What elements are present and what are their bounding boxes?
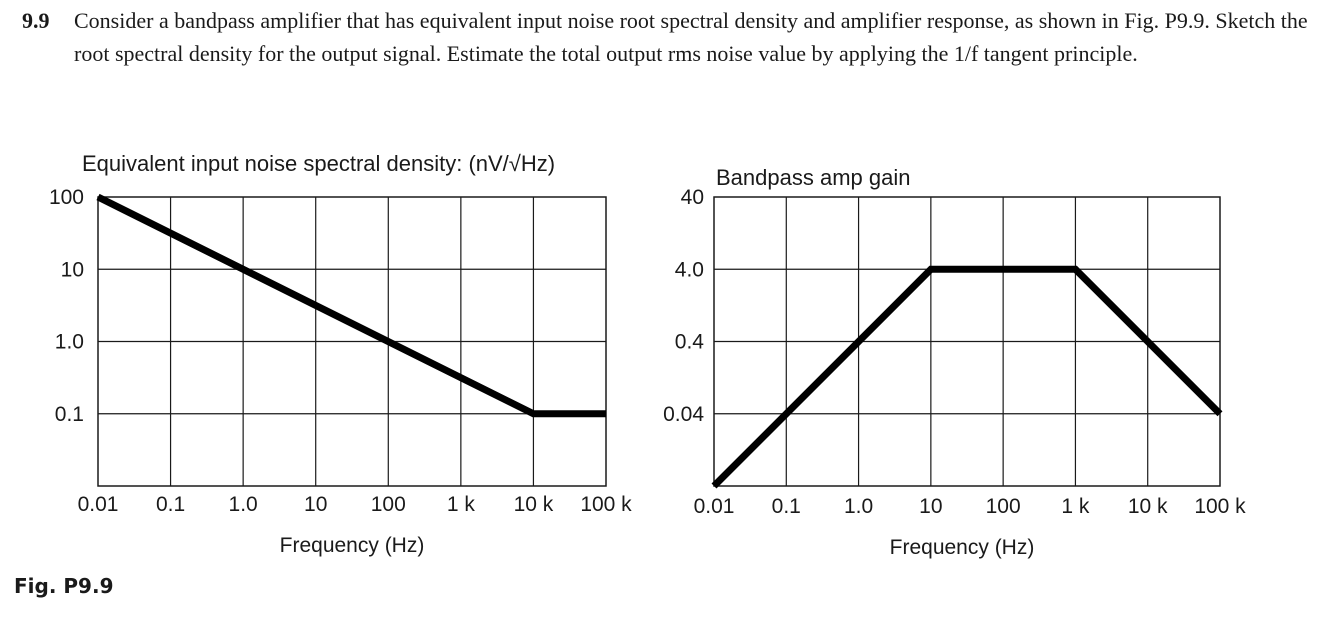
problem-text: Consider a bandpass amplifier that has e… (74, 8, 1308, 66)
series-line (96, 193, 606, 418)
x-tick-label: 100 (371, 493, 406, 516)
problem-statement: 9.9 Consider a bandpass amplifier that h… (22, 4, 1322, 70)
y-tick-label: 4.0 (675, 258, 704, 281)
y-tick-label: 0.1 (55, 403, 84, 426)
x-tick-label: 10 k (1128, 495, 1168, 518)
y-tick-label: 40 (681, 186, 704, 209)
x-tick-label: 0.1 (772, 495, 801, 518)
x-axis-label: Frequency (Hz) (890, 536, 1035, 559)
amp-gain-chart: Bandpass amp gain 40 4.0 0.4 0.04 0.01 0.1 1.0 1… (663, 165, 1246, 559)
chart-title: Bandpass amp gain (716, 165, 910, 190)
noise-density-chart: Equivalent input noise spectral density:… (49, 151, 632, 557)
x-axis-label: Frequency (Hz) (280, 534, 425, 557)
problem-number: 9.9 (22, 8, 50, 33)
x-tick-label: 100 (986, 495, 1021, 518)
x-tick-label: 1 k (447, 493, 476, 516)
y-tick-label: 10 (61, 258, 84, 281)
x-tick-label: 1.0 (229, 493, 258, 516)
x-tick-label: 10 (304, 493, 327, 516)
series-line (711, 265, 1223, 489)
x-tick-label: 0.1 (156, 493, 185, 516)
x-tick-label: 10 k (514, 493, 554, 516)
y-tick-label: 1.0 (55, 331, 84, 354)
y-tick-label: 0.4 (675, 331, 705, 354)
x-tick-label: 100 k (580, 493, 632, 516)
x-tick-label: 1.0 (844, 495, 873, 518)
y-tick-label: 100 (49, 186, 84, 209)
x-tick-label: 100 k (1194, 495, 1246, 518)
chart-title: Equivalent input noise spectral density:… (82, 151, 555, 176)
y-tick-label: 0.04 (663, 403, 704, 426)
x-tick-label: 1 k (1061, 495, 1090, 518)
x-tick-label: 10 (919, 495, 942, 518)
x-tick-label: 0.01 (694, 495, 735, 518)
figure-caption: Fig. P9.9 (14, 574, 114, 598)
x-tick-label: 0.01 (78, 493, 119, 516)
